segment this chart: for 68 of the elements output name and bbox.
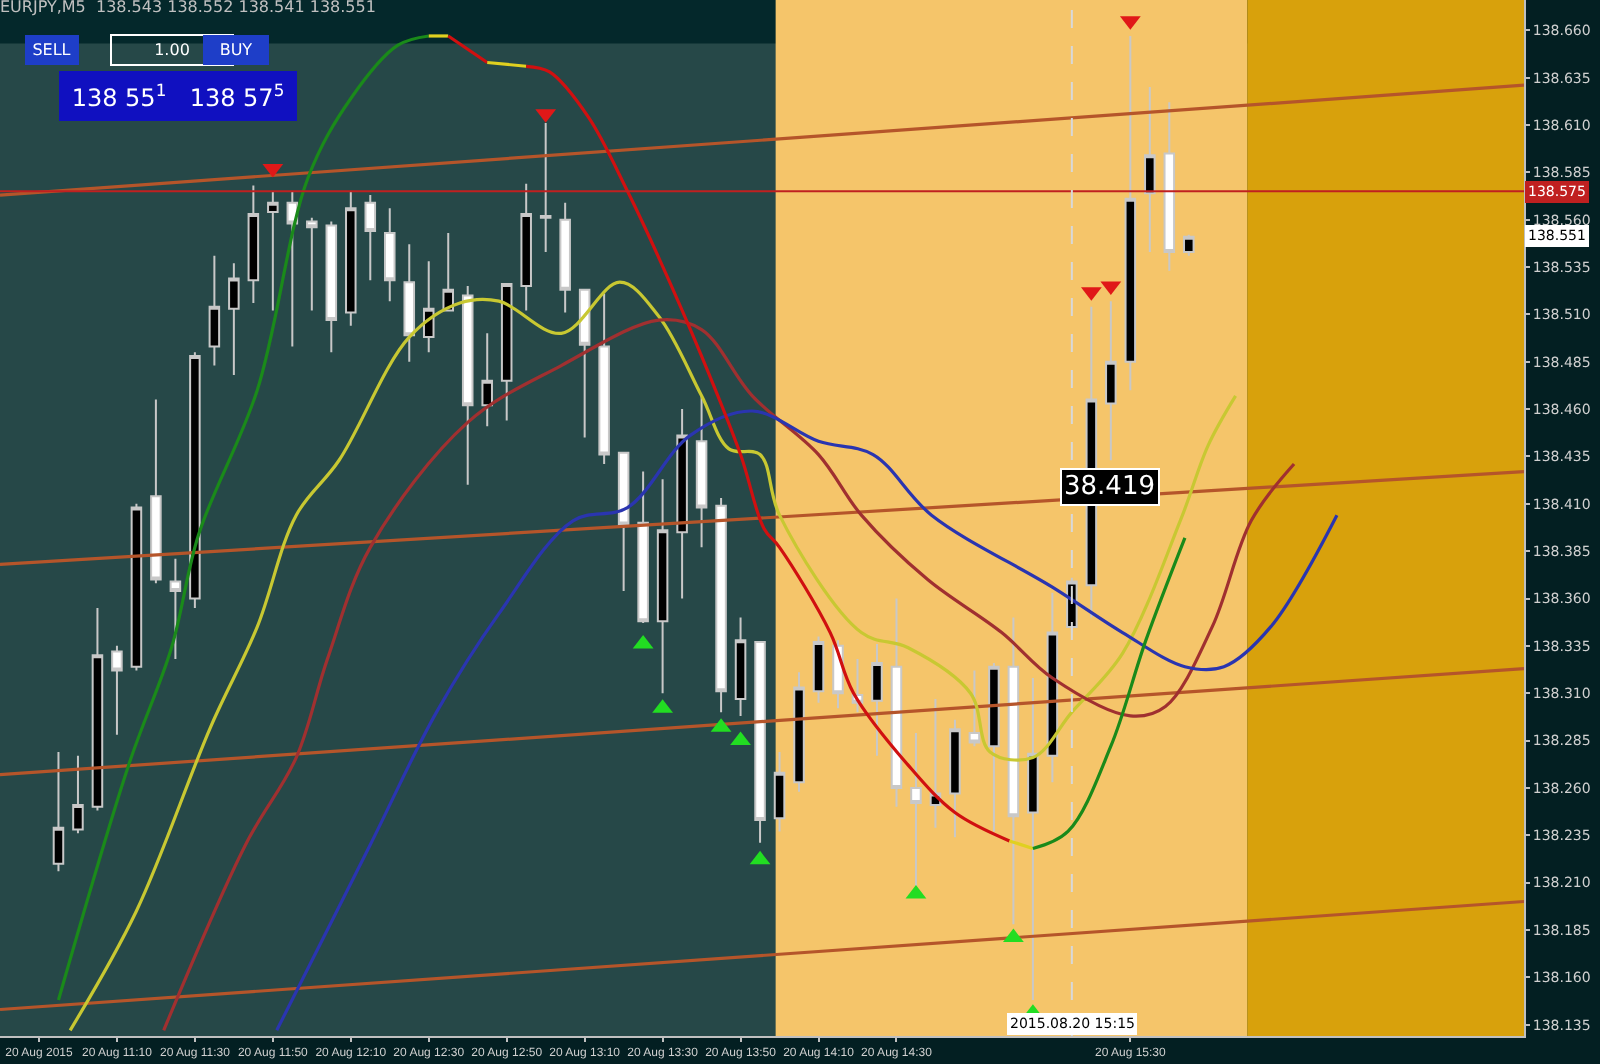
line-series <box>524 64 1012 843</box>
candlestick <box>247 184 260 305</box>
candlestick <box>617 451 630 592</box>
candlestick <box>793 671 805 793</box>
line-series <box>1031 536 1187 851</box>
annotation: 138 55$^{1}$ <box>71 79 167 113</box>
candlestick <box>461 284 474 486</box>
point <box>1003 928 1024 943</box>
point <box>730 731 751 746</box>
candlestick <box>189 351 201 609</box>
candlestick <box>598 292 610 466</box>
annotation: BUY <box>219 41 253 59</box>
candlestick <box>910 731 922 888</box>
candlestick <box>169 557 182 661</box>
candlestick <box>715 497 727 714</box>
candlestick <box>345 190 357 327</box>
candlestick <box>481 332 493 428</box>
annotation: 1.00 <box>154 41 190 59</box>
candlestick <box>890 597 903 808</box>
candlestick <box>150 398 162 585</box>
candlestick <box>968 669 981 748</box>
chart-title: EURJPY,M5 138.543 138.552 138.541 138.551 <box>0 0 376 17</box>
candlestick <box>929 697 942 829</box>
candlestick <box>403 243 416 363</box>
candlestick <box>578 288 591 439</box>
line-series <box>68 280 1238 1032</box>
candlestick <box>520 182 532 312</box>
candlestick <box>637 470 649 625</box>
line-series <box>275 409 1339 1032</box>
candlestick <box>306 216 318 312</box>
line-series <box>162 317 1296 1032</box>
candlestick <box>130 502 143 672</box>
candlestick <box>228 262 240 376</box>
candlestick <box>267 190 279 312</box>
candlestick <box>1046 591 1059 784</box>
candlestick <box>384 207 396 303</box>
candlestick <box>52 750 65 873</box>
candlestick <box>539 122 552 253</box>
candlestick <box>1183 233 1195 257</box>
candlestick <box>1105 300 1117 462</box>
candlestick <box>656 478 669 695</box>
candlestick <box>1124 34 1137 392</box>
annotation: 138 57$^{5}$ <box>189 79 285 113</box>
candlestick <box>559 201 571 314</box>
annotation: 38.419 <box>1064 472 1155 502</box>
candlestick <box>1144 86 1156 253</box>
candlestick <box>988 661 1000 833</box>
annotation: SELL <box>32 41 72 59</box>
candlestick <box>208 254 221 367</box>
candlestick <box>754 641 766 844</box>
candlestick <box>364 194 377 282</box>
candlestick <box>871 642 883 757</box>
candlestick <box>812 635 825 704</box>
candlestick <box>286 190 299 348</box>
candlestick <box>773 750 786 833</box>
candlestick <box>111 644 123 736</box>
candlestick <box>676 408 688 600</box>
candlestick <box>1163 101 1176 272</box>
candlestick <box>91 606 104 812</box>
candlestick <box>734 616 747 717</box>
candlestick <box>695 394 708 549</box>
candlestick <box>1007 616 1020 926</box>
candlestick <box>325 220 338 354</box>
candlestick <box>949 718 961 839</box>
candlestick <box>442 231 454 312</box>
candlestick <box>72 754 84 835</box>
candlestick <box>1027 677 1039 1002</box>
candlestick <box>500 283 513 422</box>
